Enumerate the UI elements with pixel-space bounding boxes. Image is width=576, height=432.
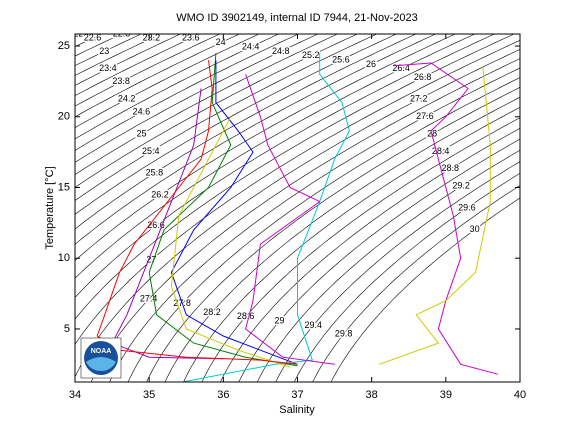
contour-label: 29.8 [335, 329, 353, 339]
contour-label: 25.4 [142, 146, 160, 156]
isopycnal [293, 172, 520, 382]
x-tick-label: 38 [366, 389, 378, 401]
x-tick-label: 35 [143, 389, 155, 401]
contour-label: 23.4 [99, 63, 117, 73]
y-tick-label: 5 [64, 323, 70, 335]
contour-label: 22.6 [84, 33, 102, 43]
isopycnal [75, 34, 220, 107]
isopycnal [75, 34, 240, 118]
contour-label: 30 [470, 224, 480, 234]
contour-label: 24.4 [242, 41, 260, 51]
x-tick-label: 34 [69, 389, 81, 401]
contours: 22.422.6 22.8 23 23.2 23.4 23.6 23.8 24 24.2 24.4… [73, 28, 520, 382]
x-tick-label: 39 [440, 389, 452, 401]
x-tick-label: 36 [217, 389, 229, 401]
isopycnal [238, 138, 520, 382]
isopycnal [127, 77, 520, 382]
isopycnal [75, 49, 520, 378]
contour-label: 26.2 [151, 189, 169, 199]
profile [245, 74, 335, 365]
isopycnal [75, 39, 520, 345]
chart-title: WMO ID 3902149, internal ID 7944, 21-Nov… [176, 12, 418, 24]
isopycnal [90, 58, 520, 382]
contour-label: 23 [99, 46, 109, 56]
profile [170, 116, 291, 368]
profiles [96, 53, 498, 382]
contour-label: 24.8 [272, 46, 290, 56]
y-axis-label: Temperature [°C] [44, 166, 56, 249]
isopycnal [75, 34, 456, 262]
contour-label: 23.6 [182, 33, 200, 43]
isopycnal [183, 106, 520, 382]
contour-label: 29 [274, 315, 284, 325]
contour-label: 29.6 [458, 202, 476, 212]
x-axis-label: Salinity [279, 404, 315, 416]
contour-label: 24.2 [118, 94, 136, 104]
profile [111, 88, 224, 360]
contour-label: 25.6 [332, 54, 350, 64]
isopycnal [75, 34, 495, 298]
contour-label: 28.8 [441, 163, 459, 173]
contour-label: 29.2 [452, 181, 470, 191]
axes: 34 35 36 37 38 39 40 5 10 15 20 25 [58, 34, 526, 401]
contour-label: 22.8 [113, 28, 131, 38]
plot-frame [74, 33, 521, 383]
contour-label: 27.6 [416, 111, 434, 121]
profile [393, 62, 498, 375]
contour-label: 28.4 [432, 146, 450, 156]
profile [96, 60, 298, 365]
contour-label: 24 [216, 37, 226, 47]
contour-label: 25.8 [146, 168, 164, 178]
isopycnal [109, 67, 520, 382]
contour-label: 27.2 [410, 94, 428, 104]
y-tick-label: 25 [58, 40, 70, 52]
logo-text: NOAA [91, 348, 112, 355]
contour-label: 22.4 [73, 28, 91, 38]
contour-label: 26 [366, 59, 376, 69]
isopycnal [75, 34, 377, 202]
isopycnal [146, 86, 520, 382]
isopycnal [75, 34, 475, 279]
isopycnal [75, 34, 436, 245]
x-tick-label: 37 [291, 389, 303, 401]
isopycnal [75, 34, 279, 140]
contour-label: 25.2 [302, 50, 320, 60]
contour-label: 25 [137, 128, 147, 138]
y-tick-label: 20 [58, 111, 70, 123]
contour-label: 23.2 [143, 33, 161, 43]
y-tick-label: 15 [58, 181, 70, 193]
isopycnal [75, 34, 417, 230]
isopycnal [330, 197, 520, 382]
contour-label: 29.4 [304, 320, 322, 330]
isopycnal [75, 34, 397, 215]
y-tick-label: 10 [58, 252, 70, 264]
isopycnal [75, 34, 299, 151]
x-tick-label: 40 [514, 389, 526, 401]
profile [170, 60, 298, 365]
contour-label: 28.2 [203, 307, 221, 317]
contour-label: 26.8 [414, 72, 432, 82]
isopycnal [75, 34, 201, 96]
isopycnal [312, 185, 520, 382]
contour-label: 23.8 [112, 76, 130, 86]
contour-label: 28.6 [237, 311, 255, 321]
isopycnal [257, 149, 520, 382]
isopycnal [201, 117, 520, 382]
isopycnal [75, 34, 338, 175]
isopycnal [220, 127, 520, 382]
isopycnal [275, 161, 520, 382]
isopycnal [75, 34, 515, 320]
profile [148, 53, 298, 367]
isopycnal [75, 34, 358, 188]
isopycnal [75, 34, 319, 163]
isopycnal [75, 34, 260, 128]
logo: NOAA [80, 337, 122, 379]
contour-label: 24.6 [133, 107, 151, 117]
profile [378, 67, 491, 365]
